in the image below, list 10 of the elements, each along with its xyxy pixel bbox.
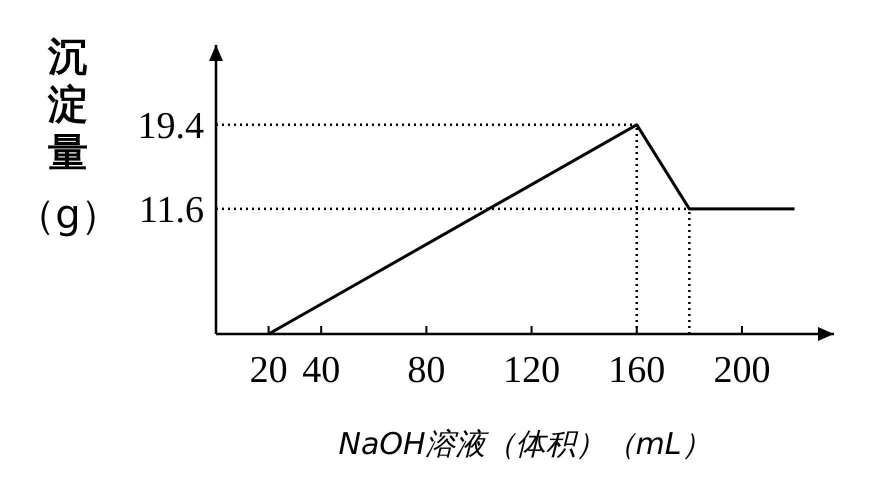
x-tick-label: 120 [503, 349, 560, 391]
x-tick-label: 40 [302, 349, 340, 391]
x-tick-label: 160 [608, 349, 666, 391]
x-tick-label: 20 [250, 349, 288, 391]
x-tick-label: 80 [407, 349, 446, 391]
y-tick-label: 11.6 [138, 189, 204, 232]
x-tick-label: 200 [713, 349, 770, 391]
y-axis-title: 沉淀量（g） [15, 34, 121, 238]
y-tick-label: 19.4 [138, 105, 204, 148]
x-axis-title: NaOH溶液（体积）（mL） [338, 427, 712, 462]
